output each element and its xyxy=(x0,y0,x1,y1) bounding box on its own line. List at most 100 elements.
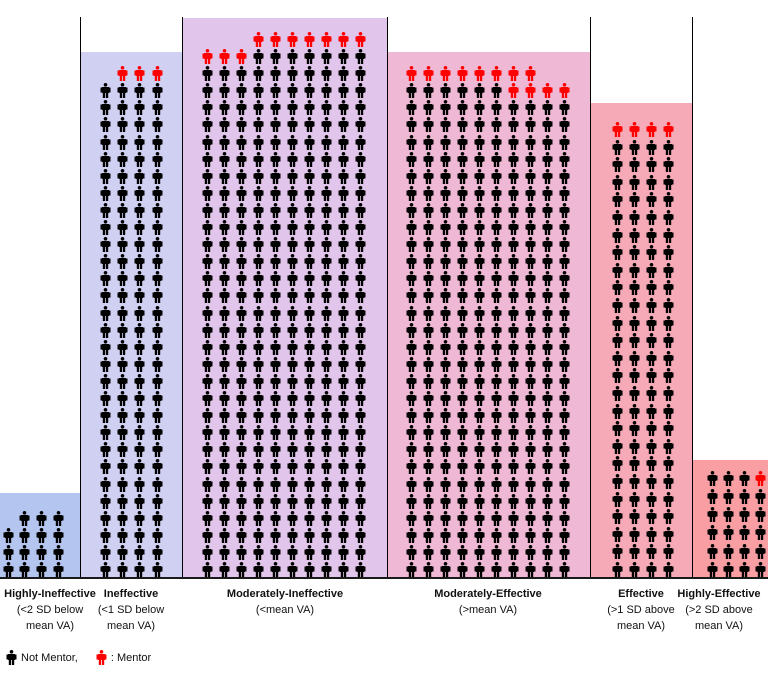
not-mentor-person-icon xyxy=(612,368,623,384)
not-mentor-person-icon xyxy=(423,168,434,184)
not-mentor-person-icon xyxy=(338,66,349,82)
not-mentor-person-icon xyxy=(491,220,502,235)
not-mentor-person-icon xyxy=(321,322,332,338)
not-mentor-person-icon xyxy=(559,134,570,150)
not-mentor-person-icon xyxy=(270,373,281,389)
not-mentor-person-icon xyxy=(253,202,264,218)
not-mentor-person-icon xyxy=(629,298,640,313)
not-mentor-person-icon xyxy=(219,83,230,99)
not-mentor-person-icon xyxy=(457,493,468,509)
not-mentor-person-icon xyxy=(457,322,468,338)
not-mentor-person-icon xyxy=(202,202,213,218)
category-divider xyxy=(387,17,388,578)
not-mentor-person-icon xyxy=(117,168,128,184)
not-mentor-person-icon xyxy=(707,543,718,559)
not-mentor-person-icon xyxy=(406,476,417,492)
not-mentor-person-icon xyxy=(253,476,264,492)
not-mentor-person-icon xyxy=(117,151,128,167)
not-mentor-person-icon xyxy=(559,476,570,492)
not-mentor-person-icon xyxy=(321,288,332,304)
not-mentor-person-icon xyxy=(253,117,264,133)
category-label-ineffective: Ineffective (<1 SD below mean VA) xyxy=(91,586,171,634)
not-mentor-person-icon xyxy=(612,421,623,437)
not-mentor-person-icon xyxy=(474,134,485,150)
not-mentor-person-icon xyxy=(629,509,640,525)
not-mentor-person-icon xyxy=(474,356,485,372)
mentor-person-icon xyxy=(270,31,281,47)
not-mentor-person-icon xyxy=(612,438,623,454)
not-mentor-person-icon xyxy=(474,185,485,201)
not-mentor-person-icon xyxy=(423,83,434,99)
not-mentor-person-icon xyxy=(440,271,451,287)
not-mentor-person-icon xyxy=(287,237,298,253)
not-mentor-person-icon xyxy=(202,271,213,287)
not-mentor-person-icon xyxy=(287,373,298,389)
not-mentor-person-icon xyxy=(474,117,485,133)
not-mentor-person-icon xyxy=(612,350,623,366)
not-mentor-person-icon xyxy=(100,373,111,389)
not-mentor-person-icon xyxy=(755,507,766,523)
not-mentor-person-icon xyxy=(117,544,128,560)
not-mentor-person-icon xyxy=(219,391,230,406)
not-mentor-person-icon xyxy=(202,322,213,338)
not-mentor-person-icon xyxy=(117,493,128,509)
not-mentor-person-icon xyxy=(663,227,674,243)
not-mentor-person-icon xyxy=(525,527,536,543)
not-mentor-person-icon xyxy=(542,322,553,338)
mentor-person-icon xyxy=(134,66,145,82)
not-mentor-person-icon xyxy=(287,134,298,150)
not-mentor-person-icon xyxy=(287,425,298,441)
not-mentor-person-icon xyxy=(219,288,230,304)
not-mentor-person-icon xyxy=(423,117,434,133)
not-mentor-person-icon xyxy=(202,288,213,304)
not-mentor-person-icon xyxy=(525,305,536,321)
not-mentor-person-icon xyxy=(304,288,315,304)
not-mentor-person-icon xyxy=(559,220,570,235)
not-mentor-person-icon xyxy=(100,562,111,577)
not-mentor-person-icon xyxy=(134,527,145,543)
not-mentor-person-icon xyxy=(117,271,128,287)
not-mentor-person-icon xyxy=(219,185,230,201)
not-mentor-person-icon xyxy=(321,254,332,270)
not-mentor-person-icon xyxy=(3,527,14,543)
not-mentor-person-icon xyxy=(491,459,502,475)
not-mentor-person-icon xyxy=(663,562,674,577)
mentor-person-icon xyxy=(474,66,485,82)
not-mentor-person-icon xyxy=(612,562,623,577)
not-mentor-person-icon xyxy=(338,83,349,99)
not-mentor-person-icon xyxy=(629,562,640,577)
not-mentor-person-icon xyxy=(559,151,570,167)
not-mentor-person-icon xyxy=(559,391,570,406)
not-mentor-person-icon xyxy=(440,408,451,424)
not-mentor-person-icon xyxy=(491,408,502,424)
not-mentor-person-icon xyxy=(219,373,230,389)
not-mentor-person-icon xyxy=(542,425,553,441)
not-mentor-person-icon xyxy=(219,322,230,338)
not-mentor-person-icon xyxy=(287,288,298,304)
not-mentor-person-icon xyxy=(612,210,623,225)
not-mentor-person-icon xyxy=(646,245,657,261)
not-mentor-person-icon xyxy=(629,315,640,331)
not-mentor-person-icon xyxy=(440,237,451,253)
not-mentor-person-icon xyxy=(457,373,468,389)
not-mentor-person-icon xyxy=(304,408,315,424)
not-mentor-person-icon xyxy=(321,237,332,253)
not-mentor-person-icon xyxy=(663,262,674,278)
not-mentor-person-icon xyxy=(525,185,536,201)
not-mentor-person-icon xyxy=(270,168,281,184)
not-mentor-person-icon xyxy=(236,66,247,82)
not-mentor-person-icon xyxy=(117,237,128,253)
not-mentor-person-icon xyxy=(559,288,570,304)
not-mentor-person-icon xyxy=(474,237,485,253)
not-mentor-person-icon xyxy=(355,66,366,82)
not-mentor-person-icon xyxy=(219,237,230,253)
not-mentor-person-icon xyxy=(53,510,64,526)
not-mentor-person-icon xyxy=(508,185,519,201)
not-mentor-person-icon xyxy=(423,271,434,287)
not-mentor-person-icon xyxy=(525,476,536,492)
not-mentor-person-icon xyxy=(440,459,451,475)
not-mentor-person-icon xyxy=(707,470,718,486)
not-mentor-person-icon xyxy=(321,510,332,526)
not-mentor-person-icon xyxy=(219,151,230,167)
not-mentor-person-icon xyxy=(253,66,264,82)
